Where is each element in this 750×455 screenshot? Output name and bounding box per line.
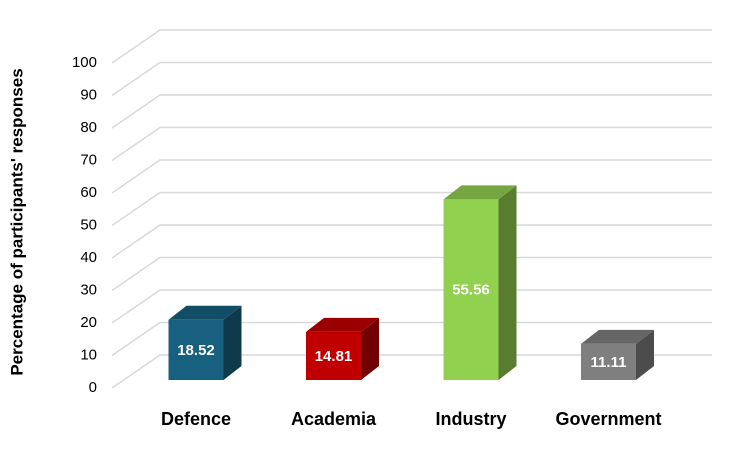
value-label: 55.56 [452,282,490,299]
y-tick-label: 30 [80,281,97,298]
y-tick-label: 40 [80,249,97,266]
y-tick-label: 80 [80,119,97,136]
value-label: 11.11 [591,354,627,371]
x-tick-label: Government [555,409,661,429]
grid-line [111,29,712,64]
y-tick-label: 0 [89,379,97,396]
grid-line [111,191,712,227]
value-label: 14.81 [315,348,353,365]
bar-top [581,329,654,344]
bar [443,185,517,380]
grid-line [111,61,712,97]
bar-top [168,305,242,320]
grid-line [111,159,712,194]
y-tick-label: 70 [80,151,97,168]
bar [168,305,242,380]
y-tick-label: 10 [80,346,97,363]
grid-line [111,321,712,357]
bar-front [306,331,361,380]
bar-front [443,199,499,380]
grid-line [111,354,712,389]
grid-line [111,224,712,259]
grid-line [111,289,712,324]
grid-line [111,94,712,129]
bar-front [581,343,636,380]
grid-line [111,256,712,292]
x-tick-label: Defence [161,409,231,429]
y-axis-title: Percentage of participants' responses [7,68,26,375]
bar [581,329,654,380]
bar-side [223,305,242,380]
y-tick-label: 100 [72,54,97,71]
y-tick-label: 90 [80,86,97,103]
bar-front [168,319,224,380]
bar-side [636,329,654,380]
y-tick-label: 60 [80,184,97,201]
x-tick-label: Industry [435,409,506,429]
y-tick-label: 20 [80,314,97,331]
bar-top [443,185,517,200]
value-label: 18.52 [177,342,215,359]
bar [306,317,379,380]
x-tick-label: Academia [291,409,377,429]
bar-side [361,317,379,380]
y-tick-label: 50 [80,216,97,233]
bar-side [498,185,517,380]
grid-line [111,126,712,162]
bar-top [306,317,379,332]
